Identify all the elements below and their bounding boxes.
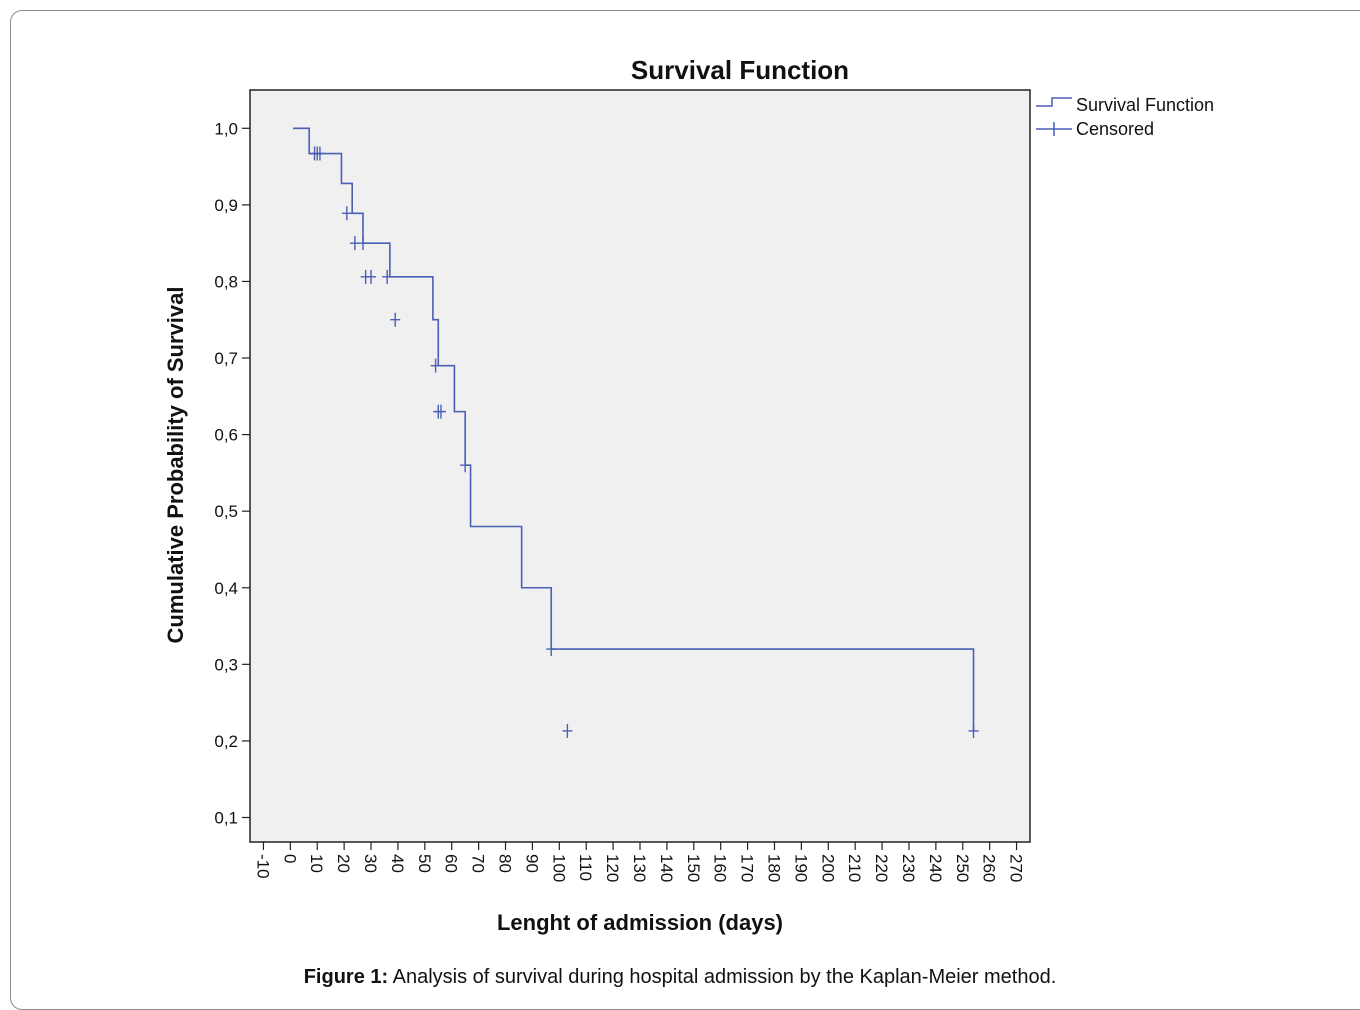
x-axis-label: Lenght of admission (days) (497, 910, 783, 935)
x-tick-label: 90 (522, 854, 541, 873)
x-tick-label: 60 (442, 854, 461, 873)
y-tick-label: 0,7 (214, 349, 238, 368)
y-tick-label: 0,6 (214, 426, 238, 445)
caption-label: Figure 1: (303, 966, 389, 988)
censored-marker (430, 358, 441, 373)
x-tick-label: -10 (253, 854, 272, 879)
x-tick-label: 260 (980, 854, 999, 882)
x-tick-label: 140 (657, 854, 676, 882)
survival-chart: Survival Function 0,10,20,30,40,50,60,70… (163, 55, 1214, 935)
x-tick-label: 250 (953, 854, 972, 882)
censored-marker (314, 146, 325, 161)
x-tick-label: 210 (845, 854, 864, 882)
x-tick-label: 240 (926, 854, 945, 882)
legend-step-symbol (1036, 97, 1072, 107)
legend-label-censored: Censored (1076, 119, 1154, 139)
y-tick-label: 0,8 (214, 272, 238, 291)
y-tick-label: 0,3 (214, 655, 238, 674)
x-tick-label: 40 (388, 854, 407, 873)
censored-marker (968, 723, 979, 738)
legend-item-censored: Censored (1036, 119, 1154, 139)
x-tick-label: 10 (307, 854, 326, 873)
x-tick-label: 270 (1007, 854, 1026, 882)
y-tick-label: 0,5 (214, 502, 238, 521)
censored-marker (546, 642, 557, 657)
y-tick-label: 0,4 (214, 579, 238, 598)
x-tick-label: 20 (334, 854, 353, 873)
x-tick-label: 190 (791, 854, 810, 882)
survival-function-line (293, 127, 975, 731)
x-tick-label: 0 (280, 854, 299, 863)
x-tick-label: 160 (711, 854, 730, 882)
censored-marker (390, 312, 401, 327)
x-tick-label: 30 (361, 854, 380, 873)
x-tick-label: 120 (603, 854, 622, 882)
caption-text: Analysis of survival during hospital adm… (388, 966, 1057, 988)
y-axis: 0,1 0,2 0,3 0,4 0,5 0,6 0,7 0,8 0,9 1,0 (214, 119, 250, 827)
y-tick-label: 0,2 (214, 732, 238, 751)
series-layer (293, 127, 979, 738)
x-tick-label: 100 (549, 854, 568, 882)
y-tick-label: 1,0 (214, 119, 238, 138)
x-tick-label: 150 (684, 854, 703, 882)
x-tick-label: 200 (818, 854, 837, 882)
x-tick-label: 220 (872, 854, 891, 882)
y-tick-label: 0,1 (214, 808, 238, 827)
censored-marker (341, 206, 352, 221)
x-tick-label: 70 (469, 854, 488, 873)
legend-item-survival: Survival Function (1036, 95, 1214, 115)
y-axis-label: Cumulative Probability of Survival (163, 287, 188, 644)
x-tick-label: 50 (415, 854, 434, 873)
legend: Survival Function Censored (1036, 95, 1214, 139)
x-tick-label: 230 (899, 854, 918, 882)
censored-marker (562, 723, 573, 738)
censored-marker (366, 269, 377, 284)
censored-marker (460, 458, 471, 473)
censored-marker (382, 269, 393, 284)
x-tick-label: 80 (496, 854, 515, 873)
x-tick-label: 130 (630, 854, 649, 882)
plot-area (249, 89, 1031, 843)
chart-title: Survival Function (631, 55, 849, 85)
x-axis: -10 0 10 20 30 40 50 60 70 80 90 100 110 120 130 140 150… (253, 842, 1026, 882)
x-tick-label: 170 (738, 854, 757, 882)
x-tick-label: 110 (576, 854, 595, 881)
y-tick-label: 0,9 (214, 196, 238, 215)
censored-marker (357, 236, 368, 251)
legend-plus-symbol (1036, 122, 1072, 136)
censored-marker (435, 404, 446, 419)
x-tick-label: 180 (764, 854, 783, 882)
figure-caption: Figure 1: Analysis of survival during ho… (0, 966, 1360, 989)
legend-label-survival: Survival Function (1076, 95, 1214, 115)
